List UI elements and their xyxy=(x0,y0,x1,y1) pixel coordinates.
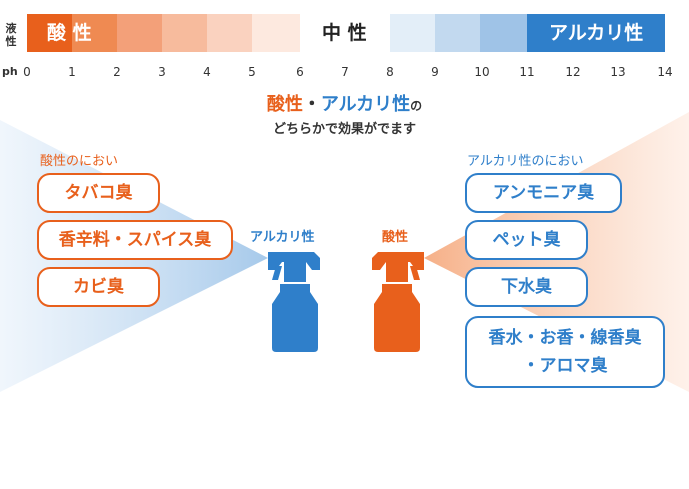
liquid-nature-text: 液 性 xyxy=(5,22,17,48)
ph-label: ph xyxy=(2,65,18,78)
acid-segment-1 xyxy=(72,14,117,52)
alkali-scale-label: アルカリ性 xyxy=(549,22,644,44)
acid-scale-label: 酸 性 xyxy=(47,22,92,44)
alkali-segment-0 xyxy=(390,14,435,52)
ph-tick-10: 10 xyxy=(474,65,490,79)
acid-spray-bottle-icon xyxy=(372,252,424,352)
ph-tick-6: 6 xyxy=(296,65,304,79)
alkali-spray-bottle-icon xyxy=(268,252,320,352)
headline-acid: 酸性 xyxy=(266,94,303,115)
odor-pill-mold: カビ臭 xyxy=(37,267,160,307)
liquid-nature-label: 液 性 xyxy=(4,22,18,48)
ph-tick-1: 1 xyxy=(68,65,76,79)
alkali-segment-2 xyxy=(480,14,527,52)
odor-pill-sewage: 下水臭 xyxy=(465,267,588,307)
ph-tick-7: 7 xyxy=(341,65,349,79)
ph-tick-4: 4 xyxy=(203,65,211,79)
alkali-segment-1 xyxy=(435,14,480,52)
acid-segment-2 xyxy=(117,14,162,52)
headline-no: の xyxy=(410,99,423,113)
acid-segment-5 xyxy=(252,14,300,52)
acid-segment-4 xyxy=(207,14,252,52)
alkali-odor-title: アルカリ性のにおい xyxy=(467,154,584,169)
alkali-segment-3 xyxy=(527,14,665,52)
ph-tick-12: 12 xyxy=(565,65,581,79)
ph-tick-3: 3 xyxy=(158,65,166,79)
odor-pill-spice: 香辛料・スパイス臭 xyxy=(37,220,233,260)
ph-tick-0: 0 xyxy=(23,65,31,79)
acid-segment-0 xyxy=(27,14,72,52)
odor-pill-ammonia: アンモニア臭 xyxy=(465,173,622,213)
odor-pill-pet: ペット臭 xyxy=(465,220,588,260)
ph-tick-9: 9 xyxy=(431,65,439,79)
headline-alkali: アルカリ性 xyxy=(320,94,411,115)
alkali-spray-label: アルカリ性 xyxy=(250,230,315,245)
headline-sub: どちらかで効果がでます xyxy=(272,122,416,137)
ph-tick-11: 11 xyxy=(519,65,535,79)
acid-spray-label: 酸性 xyxy=(382,230,409,245)
acid-segment-3 xyxy=(162,14,207,52)
odor-pill-perfume: 香水・お香・線香臭 ・アロマ臭 xyxy=(465,316,665,388)
ph-tick-5: 5 xyxy=(248,65,256,79)
ph-tick-2: 2 xyxy=(113,65,121,79)
headline-dot: ・ xyxy=(302,94,321,115)
ph-tick-8: 8 xyxy=(386,65,394,79)
ph-tick-13: 13 xyxy=(610,65,626,79)
neutral-scale-label: 中 性 xyxy=(322,22,367,44)
ph-tick-14: 14 xyxy=(657,65,673,79)
acid-odor-title: 酸性のにおい xyxy=(40,154,119,169)
odor-pill-tobacco: タバコ臭 xyxy=(37,173,160,213)
headline: 酸性・アルカリ性の xyxy=(0,90,689,116)
